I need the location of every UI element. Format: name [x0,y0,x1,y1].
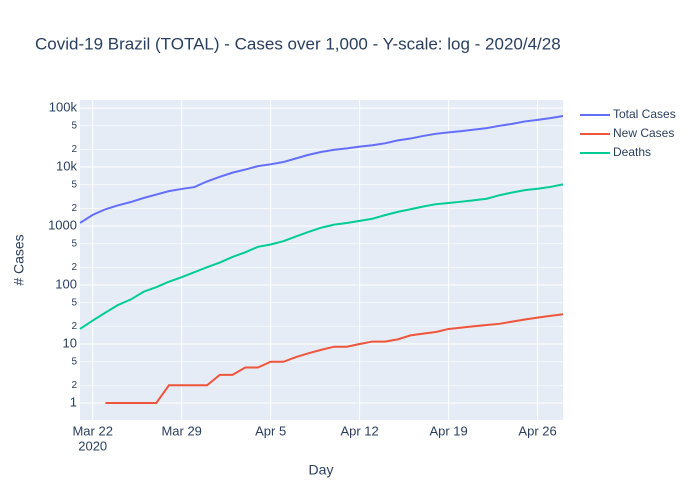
y-tick-label: 2 [71,262,77,273]
y-axis-title: # Cases [11,234,27,285]
y-tick-label: 10 [63,335,77,350]
y-tick-label: 5 [71,356,77,367]
chart-title: Covid-19 Brazil (TOTAL) - Cases over 1,0… [35,34,561,53]
series-line [79,183,564,330]
x-tick-label: Mar 22 [72,423,112,438]
y-tick-label: 1 [70,394,77,409]
y-tick-label: 2 [71,321,77,332]
legend-label: New Cases [613,126,674,140]
y-tick-label: 100 [55,276,77,291]
y-tick-label: 2 [71,203,77,214]
legend-label: Deaths [613,145,651,159]
y-tick-label: 5 [71,179,77,190]
y-tick-label: 5 [71,297,77,308]
x-tick-label: Apr 5 [255,423,286,438]
y-tick-label: 2 [71,380,77,391]
plot-area [80,100,563,420]
y-tick-label: 5 [71,238,77,249]
x-tick-label: Apr 26 [518,423,556,438]
series-line [105,313,564,404]
x-tick-label: Apr 19 [429,423,467,438]
series-line [79,115,564,224]
y-tick-label: 10k [56,158,77,173]
y-tick-label: 1000 [48,217,77,232]
y-tick-label: 5 [71,120,77,131]
legend-label: Total Cases [613,107,676,121]
x-tick-label: Mar 29 [161,423,201,438]
x-axis-title: Day [309,462,334,478]
x-year-label: 2020 [78,438,107,453]
y-tick-label: 2 [71,144,77,155]
y-tick-label: 100k [49,100,78,115]
x-tick-label: Apr 12 [340,423,378,438]
